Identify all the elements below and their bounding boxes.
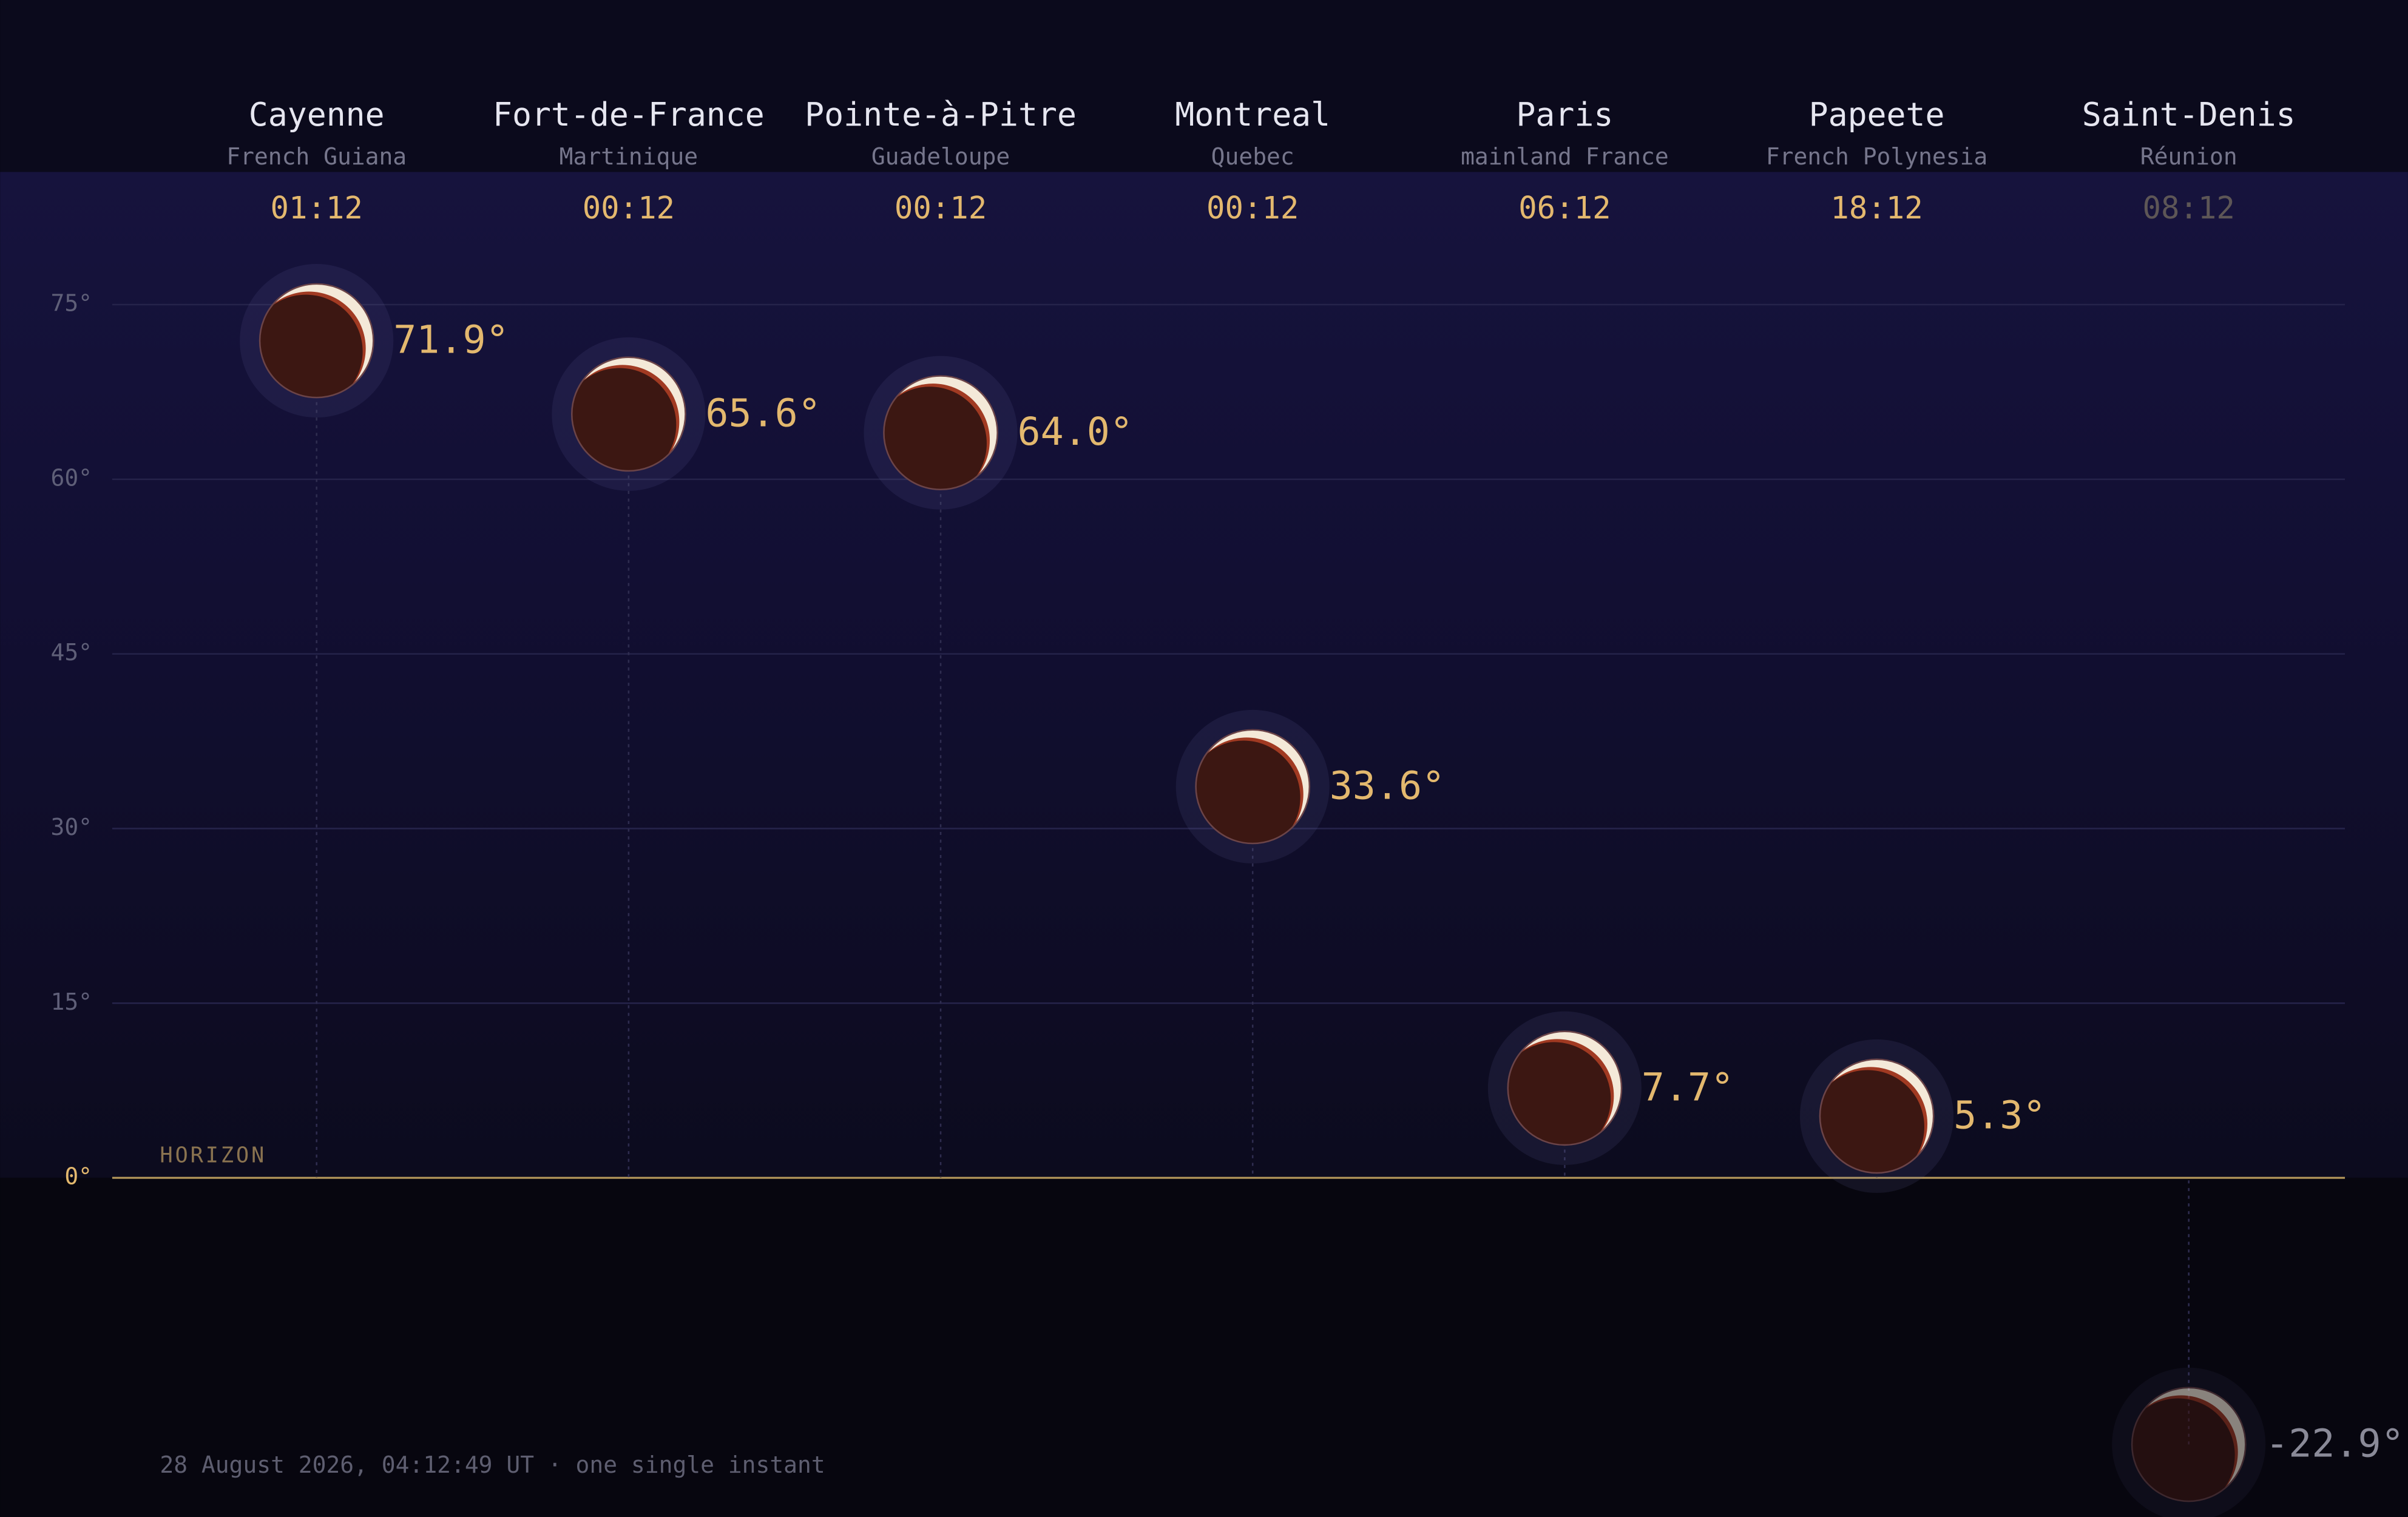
altitude-label: 7.7°	[1642, 1064, 1734, 1109]
city-name: Montreal	[1175, 96, 1330, 133]
moon-rim	[259, 283, 374, 399]
city-name: Fort-de-France	[493, 96, 765, 133]
local-time: 00:12	[895, 190, 987, 226]
moon-umbra	[1507, 1042, 1611, 1145]
sky-band	[0, 172, 2408, 1178]
moon-umbra	[884, 387, 987, 490]
altitude-label: 64.0°	[1018, 409, 1133, 454]
local-time: 01:12	[271, 190, 363, 226]
city-name: Papeete	[1809, 96, 1945, 133]
moon	[240, 264, 394, 418]
moon	[552, 337, 706, 491]
moon-rim	[1507, 1030, 1623, 1146]
altitude-label: 33.6°	[1330, 763, 1445, 808]
city-name: Pointe-à-Pitre	[805, 96, 1077, 133]
region-name: Guadeloupe	[871, 143, 1010, 170]
footnote: 28 August 2026, 04:12:49 UT · one single…	[160, 1451, 825, 1478]
y-tick-label: 45°	[50, 639, 92, 666]
region-name: Martinique	[560, 143, 698, 170]
city-name: Paris	[1516, 96, 1613, 133]
moon-rim	[1195, 729, 1311, 845]
y-tick-label: 15°	[50, 988, 92, 1015]
moon-umbra	[2132, 1398, 2235, 1502]
altitude-label: 5.3°	[1953, 1092, 2046, 1137]
local-time: 06:12	[1518, 190, 1611, 226]
moon	[2112, 1367, 2266, 1517]
horizon-label: HORIZON	[160, 1143, 266, 1167]
header-band	[0, 0, 2408, 172]
moon-umbra	[1196, 740, 1300, 844]
moon-umbra	[260, 294, 363, 398]
altitude-label: 71.9°	[393, 317, 509, 362]
local-time: 18:12	[1830, 190, 1923, 226]
altitude-label: 65.6°	[705, 391, 820, 436]
moon-rim	[570, 356, 686, 472]
moon-umbra	[572, 368, 677, 471]
moon-rim	[883, 375, 998, 490]
y-tick-label: 30°	[50, 814, 92, 840]
moon	[864, 356, 1018, 510]
y-tick-label: 60°	[50, 464, 92, 491]
region-name: Réunion	[2140, 143, 2237, 170]
y-tick-label: 0°	[64, 1163, 92, 1190]
moon-umbra	[1819, 1070, 1924, 1173]
city-name: Saint-Denis	[2082, 96, 2296, 133]
region-name: Quebec	[1211, 143, 1294, 170]
moon-rim	[1819, 1058, 1935, 1174]
region-name: mainland France	[1461, 143, 1669, 170]
altitude-label: -22.9°	[2265, 1421, 2404, 1466]
city-name: Cayenne	[249, 96, 385, 133]
region-name: French Guiana	[226, 143, 407, 170]
y-tick-label: 75°	[50, 290, 92, 317]
moon	[1800, 1039, 1954, 1193]
local-time: 00:12	[583, 190, 675, 226]
region-name: French Polynesia	[1766, 143, 1987, 170]
local-time: 00:12	[1206, 190, 1299, 226]
moon-rim	[2131, 1387, 2247, 1502]
moon	[1487, 1011, 1642, 1165]
local-time: 08:12	[2143, 190, 2235, 226]
moon	[1175, 709, 1330, 863]
